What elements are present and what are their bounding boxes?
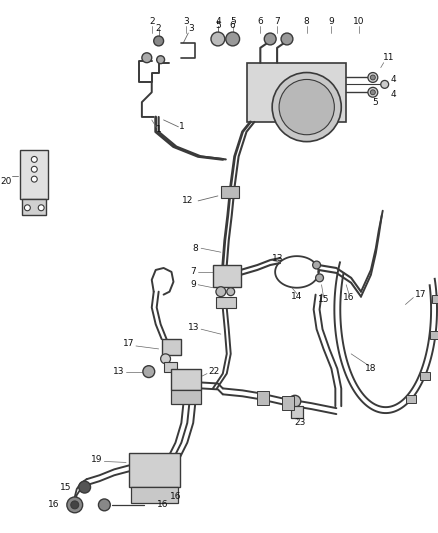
Circle shape — [289, 395, 301, 407]
Text: 9: 9 — [328, 17, 334, 26]
Text: 12: 12 — [182, 196, 193, 205]
Circle shape — [38, 205, 44, 211]
Circle shape — [143, 366, 155, 377]
Text: 8: 8 — [192, 244, 198, 253]
Bar — [163, 362, 177, 372]
Bar — [172, 369, 201, 390]
Bar — [431, 331, 438, 339]
Circle shape — [67, 497, 83, 513]
Circle shape — [226, 32, 240, 46]
Text: 19: 19 — [91, 455, 102, 464]
Text: 15: 15 — [60, 482, 72, 491]
Text: 9: 9 — [191, 280, 196, 289]
Circle shape — [32, 166, 37, 172]
Text: 6: 6 — [230, 21, 236, 30]
Bar — [21, 150, 48, 199]
Circle shape — [272, 72, 341, 142]
Circle shape — [99, 499, 110, 511]
Circle shape — [281, 33, 293, 45]
Bar — [258, 391, 269, 405]
Bar — [131, 487, 178, 503]
Circle shape — [216, 287, 226, 296]
Circle shape — [368, 87, 378, 97]
Text: 1: 1 — [178, 123, 184, 131]
Circle shape — [79, 481, 91, 493]
Bar — [282, 397, 294, 410]
Text: 4: 4 — [391, 90, 396, 99]
Circle shape — [142, 53, 152, 63]
Bar — [247, 63, 346, 122]
Circle shape — [368, 72, 378, 83]
Text: 17: 17 — [415, 290, 427, 299]
Text: 20: 20 — [0, 176, 11, 185]
Text: 16: 16 — [170, 492, 181, 502]
Bar — [432, 295, 438, 303]
Bar — [420, 372, 430, 380]
Text: 7: 7 — [191, 268, 196, 277]
Text: 18: 18 — [365, 364, 377, 373]
Text: 14: 14 — [291, 292, 303, 301]
Text: 16: 16 — [157, 500, 168, 510]
Text: 2: 2 — [156, 23, 162, 33]
Text: 13: 13 — [113, 367, 124, 376]
Text: 23: 23 — [294, 418, 305, 427]
Text: 13: 13 — [187, 322, 199, 332]
Circle shape — [211, 32, 225, 46]
Text: 5: 5 — [372, 98, 378, 107]
Text: 1: 1 — [156, 125, 162, 134]
Bar — [213, 265, 240, 287]
Text: 7: 7 — [274, 17, 280, 26]
Text: 13: 13 — [272, 254, 284, 263]
Circle shape — [71, 501, 79, 509]
Circle shape — [313, 261, 321, 269]
Circle shape — [154, 36, 163, 46]
Text: 6: 6 — [258, 17, 263, 26]
Text: 15: 15 — [318, 295, 329, 304]
Text: 11: 11 — [383, 53, 394, 62]
Circle shape — [227, 288, 235, 296]
Bar — [216, 296, 236, 309]
Text: 3: 3 — [184, 17, 189, 26]
Circle shape — [25, 205, 30, 211]
Text: 4: 4 — [215, 17, 221, 26]
Circle shape — [264, 33, 276, 45]
Circle shape — [32, 176, 37, 182]
Circle shape — [279, 79, 334, 135]
Text: 2: 2 — [149, 17, 155, 26]
Circle shape — [371, 75, 375, 80]
Text: 16: 16 — [343, 293, 355, 302]
Text: 3: 3 — [188, 23, 194, 33]
Text: 22: 22 — [208, 367, 219, 376]
Bar — [162, 339, 181, 355]
Bar — [129, 453, 180, 487]
Circle shape — [161, 354, 170, 364]
Bar — [22, 199, 46, 215]
Circle shape — [381, 80, 389, 88]
Text: 5: 5 — [215, 21, 221, 30]
Bar — [291, 406, 303, 418]
Text: 10: 10 — [353, 17, 365, 26]
Text: 5: 5 — [230, 17, 236, 26]
Text: 8: 8 — [304, 17, 310, 26]
Bar — [406, 395, 416, 403]
Text: 4: 4 — [391, 75, 396, 84]
Circle shape — [157, 56, 165, 63]
Circle shape — [371, 90, 375, 95]
Bar — [221, 186, 239, 198]
Circle shape — [316, 274, 324, 282]
Bar — [172, 390, 201, 404]
Circle shape — [32, 157, 37, 163]
Text: 16: 16 — [49, 500, 60, 510]
Text: 17: 17 — [123, 340, 134, 349]
